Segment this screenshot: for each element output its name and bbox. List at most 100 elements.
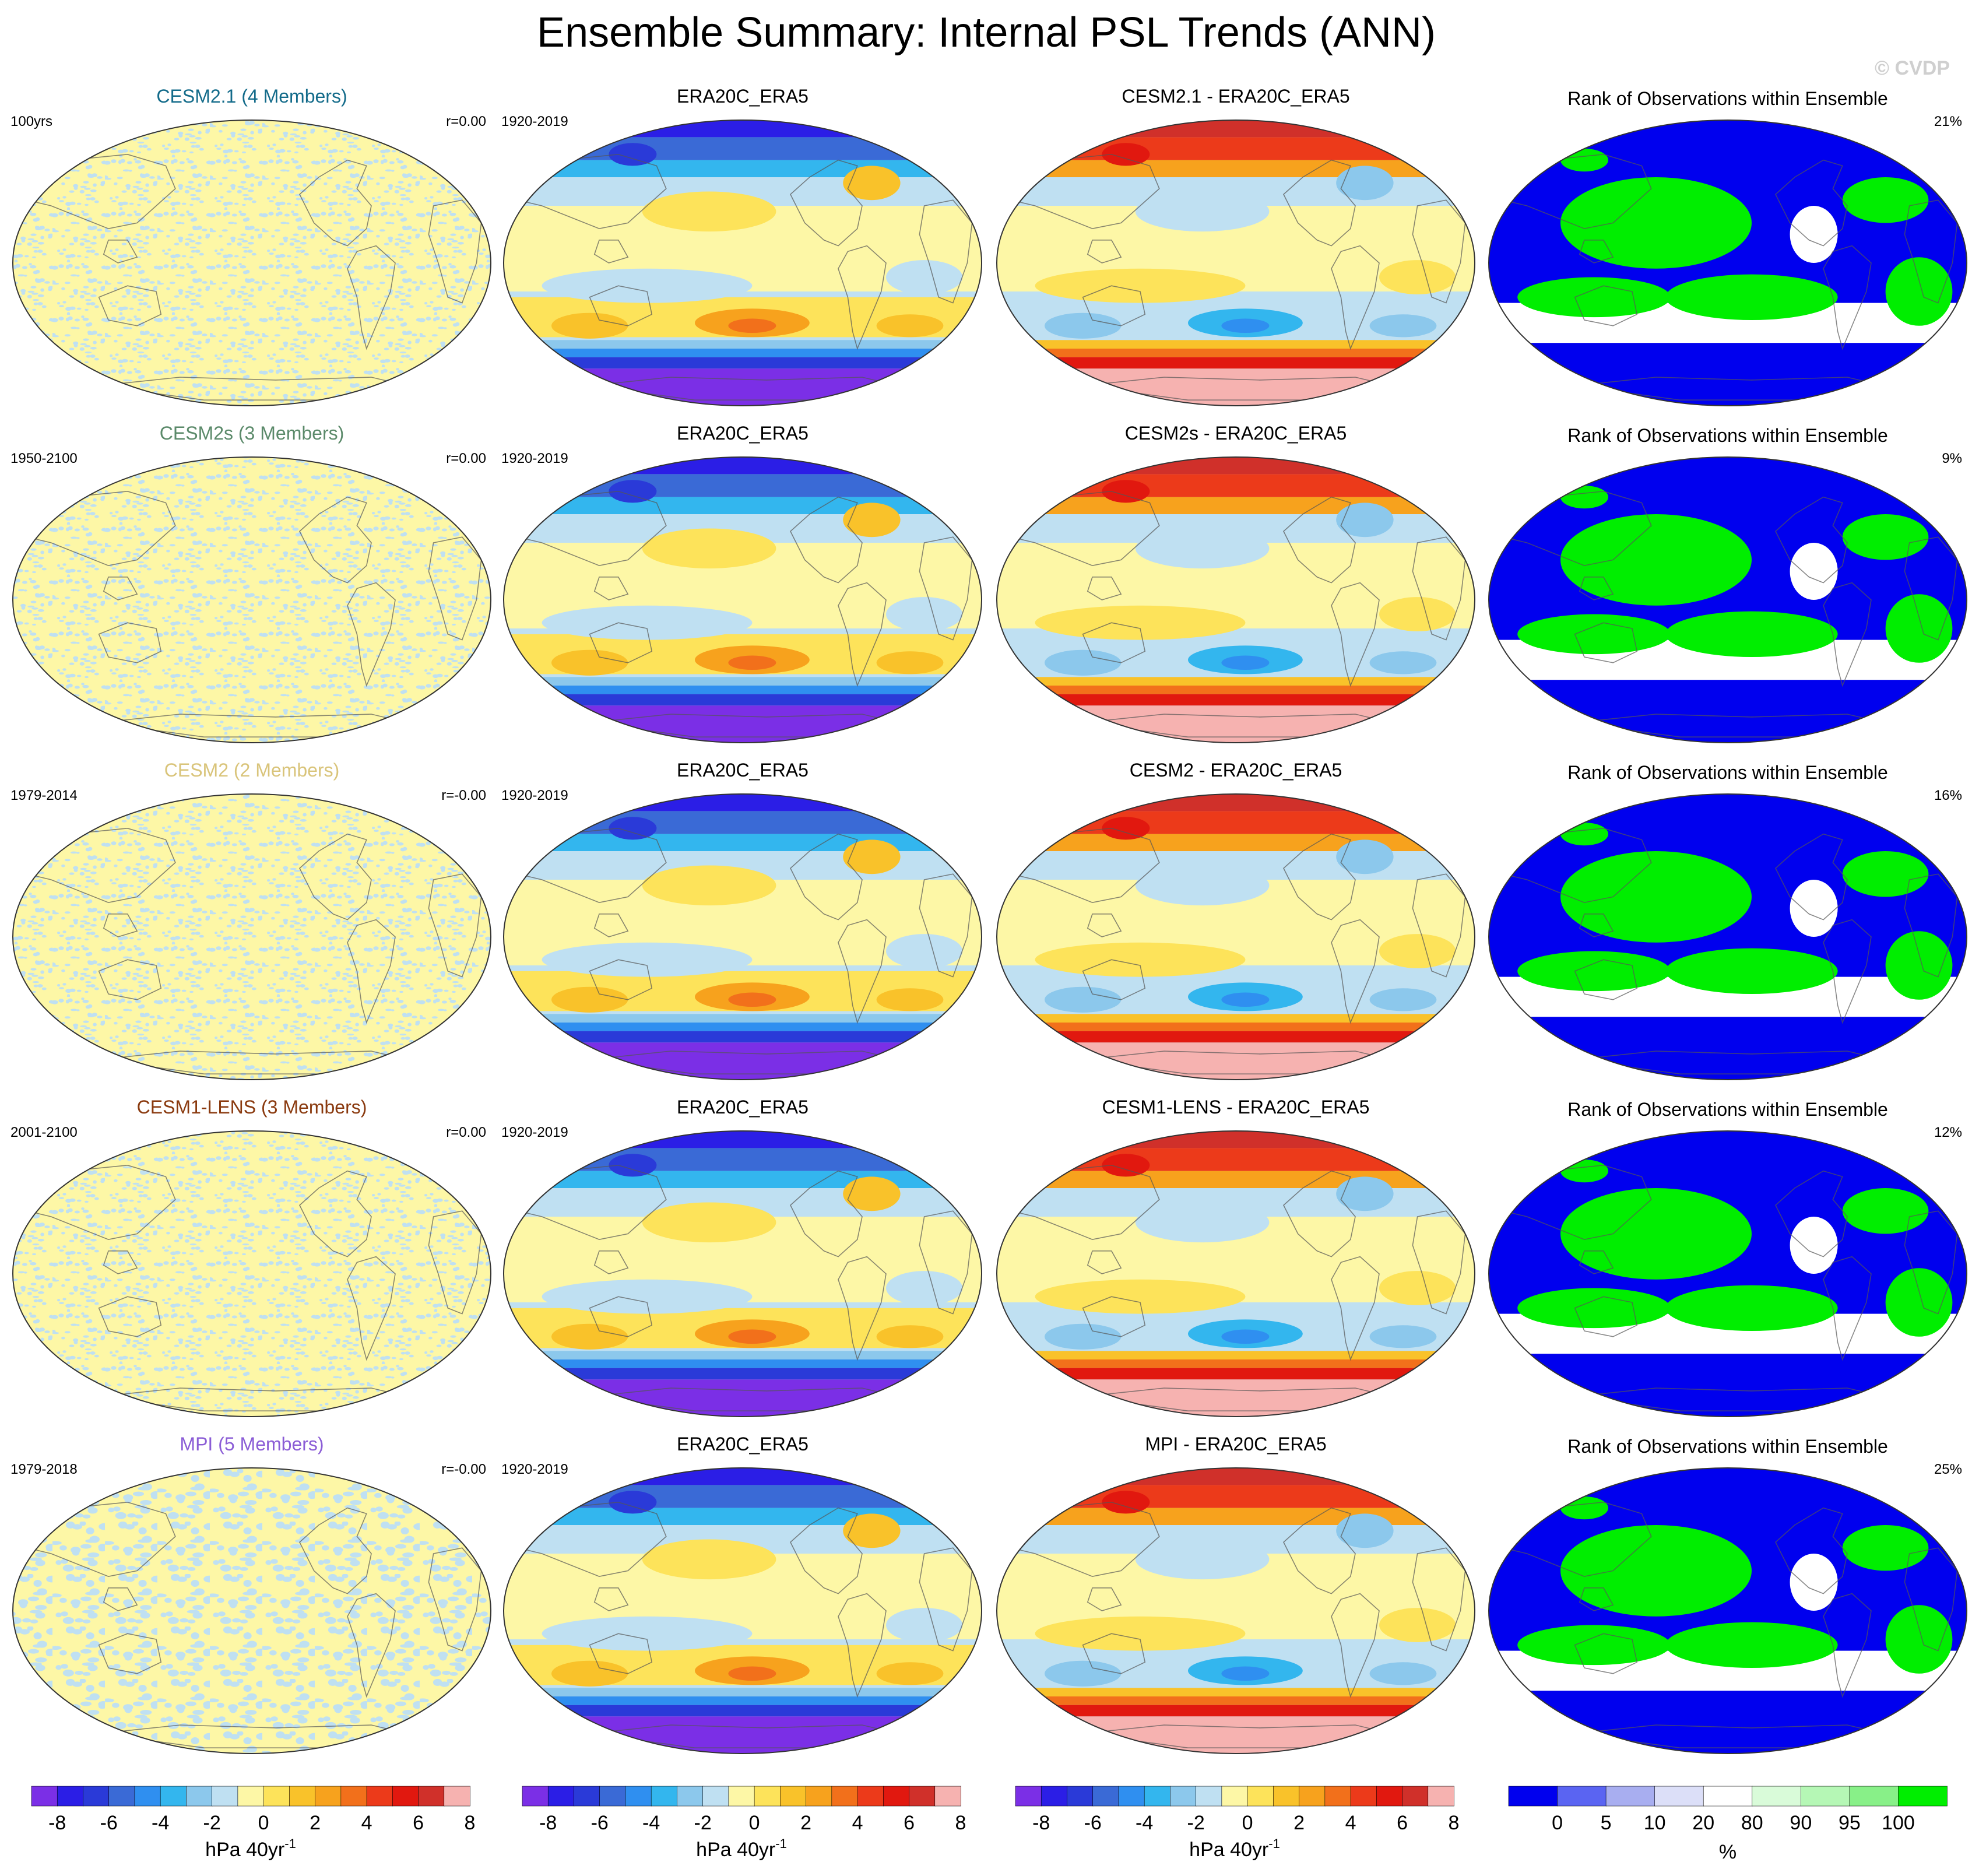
colorbar-swatch bbox=[1557, 1786, 1607, 1807]
colorbar-tick: 2 bbox=[1293, 1812, 1305, 1834]
trend-blob bbox=[642, 1202, 776, 1243]
so-band-2 bbox=[997, 349, 1475, 357]
trend-blob bbox=[642, 865, 776, 906]
trend-blob bbox=[1135, 191, 1270, 232]
rank-base bbox=[1489, 120, 1967, 406]
so-band-2 bbox=[504, 1696, 982, 1705]
coastline bbox=[1087, 914, 1122, 937]
trend-blob bbox=[1135, 1539, 1270, 1580]
colorbar-row: -8 -6 -4 -2 0 2 4 6 8 hPa 40yr-1 -8 -6 -4 -2 0 2 4 6 8 hPa … bbox=[31, 1786, 1948, 1863]
coastline bbox=[98, 1633, 162, 1674]
difference-title: CESM2 - ERA20C_ERA5 bbox=[1130, 760, 1342, 781]
rank-high-region bbox=[1560, 486, 1608, 509]
trend-blob bbox=[1035, 1616, 1246, 1651]
trend-blob bbox=[876, 651, 944, 674]
so-band-3 bbox=[997, 694, 1475, 706]
coastline bbox=[103, 577, 138, 600]
arctic-band bbox=[997, 457, 1475, 475]
colorbar-swatch bbox=[263, 1786, 290, 1807]
map-field bbox=[997, 1468, 1475, 1754]
north-subpolar-band bbox=[997, 137, 1475, 160]
coastline bbox=[299, 1507, 372, 1594]
coastline bbox=[512, 1164, 667, 1241]
map-field bbox=[504, 1131, 982, 1417]
coastline bbox=[347, 245, 396, 350]
coastline bbox=[838, 1593, 887, 1698]
rank-title: Rank of Observations within Ensemble bbox=[1567, 425, 1888, 446]
colorbar-tick: 5 bbox=[1601, 1812, 1612, 1834]
north-subpolar-band bbox=[997, 474, 1475, 497]
coastline bbox=[1775, 496, 1848, 584]
trend-blob bbox=[728, 655, 776, 670]
coastline bbox=[1904, 536, 1958, 641]
north-subpolar-band bbox=[997, 811, 1475, 834]
colorbar-tick: 8 bbox=[955, 1812, 966, 1834]
colorbar-tick: 0 bbox=[1552, 1812, 1563, 1834]
rank-colorbar: 0 5 10 20 80 90 95 100% bbox=[1508, 1786, 1948, 1863]
coastline bbox=[593, 240, 629, 264]
coastline bbox=[22, 153, 176, 230]
coastline bbox=[419, 473, 458, 504]
arctic-band bbox=[997, 1131, 1475, 1148]
rank-high-region bbox=[1842, 851, 1929, 897]
coastline bbox=[1006, 153, 1160, 230]
map-outline bbox=[1488, 1130, 1967, 1417]
colorbar-swatch bbox=[57, 1786, 84, 1807]
rank-high-region bbox=[1842, 1525, 1929, 1571]
colorbar-tick: 2 bbox=[310, 1812, 321, 1834]
rank-percent: 25% bbox=[1934, 1462, 1962, 1477]
rank-high-region bbox=[1842, 177, 1929, 223]
trend-blob bbox=[1221, 1329, 1270, 1344]
coastline bbox=[1087, 1250, 1122, 1274]
coastline bbox=[1574, 1296, 1638, 1337]
rank-percent: 16% bbox=[1934, 788, 1962, 803]
coastline bbox=[1904, 1547, 1958, 1652]
coastline bbox=[593, 1250, 629, 1274]
colorbar-tick: -6 bbox=[591, 1812, 609, 1834]
coastline bbox=[419, 810, 458, 841]
rank-panel: Rank of Observations within Ensemble 16% bbox=[1488, 762, 1967, 1080]
north-subpolar-band bbox=[504, 1148, 982, 1171]
so-band-3 bbox=[504, 357, 982, 369]
coastline bbox=[1331, 582, 1380, 687]
so-band-1 bbox=[997, 677, 1475, 686]
map-outline bbox=[1488, 1467, 1967, 1754]
colorbar-swatch bbox=[392, 1786, 419, 1807]
trend-blob bbox=[642, 191, 776, 232]
coastline bbox=[1894, 810, 1934, 841]
colorbar-swatch bbox=[1402, 1786, 1429, 1807]
colorbar-swatch bbox=[1299, 1786, 1326, 1807]
rank-mid-region bbox=[1790, 1554, 1838, 1611]
so-band-3 bbox=[504, 1368, 982, 1380]
colorbar-swatch bbox=[1801, 1786, 1850, 1807]
coastline bbox=[909, 810, 949, 841]
coastline bbox=[103, 240, 138, 264]
colorbar-swatch bbox=[160, 1786, 187, 1807]
trend-blob bbox=[1102, 817, 1150, 840]
coastline bbox=[103, 1250, 138, 1274]
trend-blob bbox=[876, 314, 944, 338]
obs-period: 1920-2019 bbox=[501, 451, 568, 466]
coastline bbox=[1402, 1147, 1442, 1178]
north-midlat-band bbox=[997, 1171, 1475, 1188]
colorbar-tick: 8 bbox=[1449, 1812, 1460, 1834]
colorbar-swatch bbox=[1849, 1786, 1899, 1807]
arctic-band bbox=[997, 794, 1475, 811]
rank-mid-region bbox=[1790, 1217, 1838, 1274]
colorbar-tick: 6 bbox=[904, 1812, 915, 1834]
trend-blob bbox=[1379, 597, 1456, 631]
coastline bbox=[1579, 240, 1614, 264]
coastline bbox=[1087, 577, 1122, 600]
obs-title: ERA20C_ERA5 bbox=[677, 1434, 809, 1455]
coastline bbox=[1823, 1256, 1872, 1361]
coastline bbox=[1894, 1484, 1934, 1515]
coastline bbox=[512, 827, 667, 904]
coastline bbox=[22, 1164, 176, 1241]
north-midlat-band bbox=[504, 160, 982, 177]
colorbar-swatch bbox=[1508, 1786, 1558, 1807]
trend-blob bbox=[1135, 865, 1270, 906]
coastline bbox=[589, 285, 653, 326]
arctic-band bbox=[997, 120, 1475, 138]
colorbar-swatch bbox=[934, 1786, 961, 1807]
trend-blob bbox=[642, 528, 776, 569]
